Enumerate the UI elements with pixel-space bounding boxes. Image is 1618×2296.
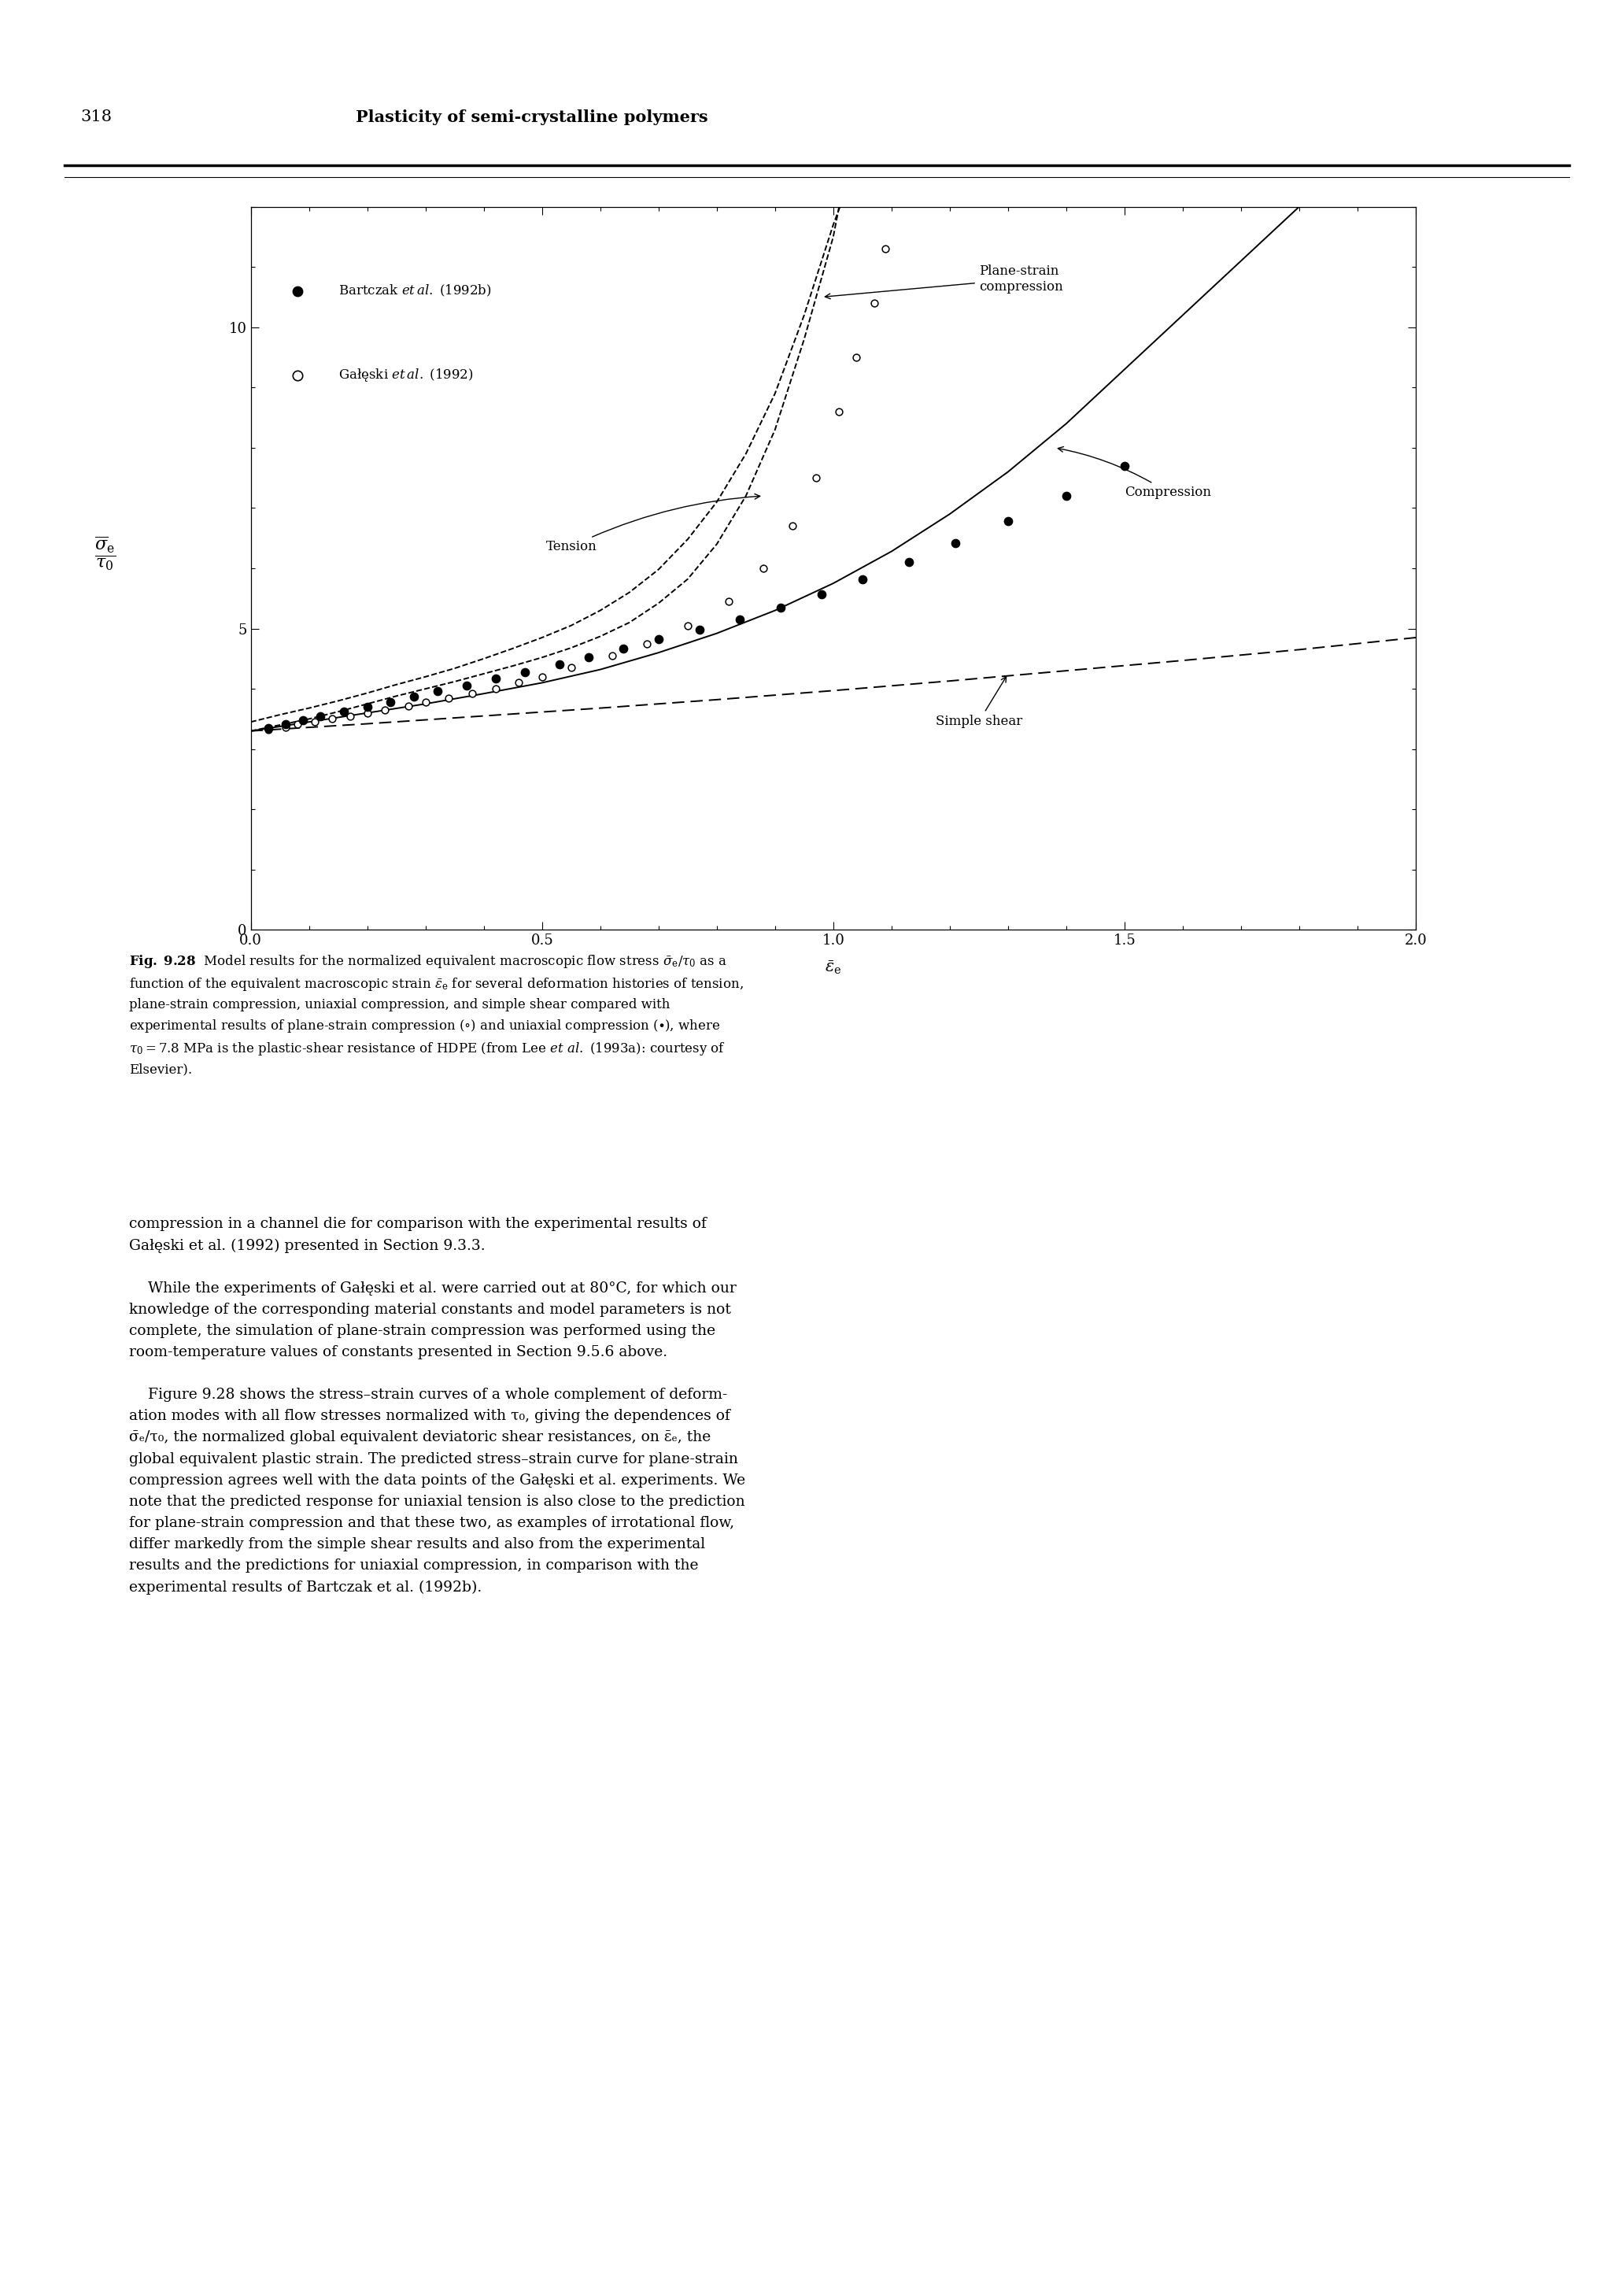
Point	[896, 544, 922, 581]
Point	[482, 670, 508, 707]
Point	[290, 703, 316, 739]
Point	[372, 691, 398, 728]
Point	[354, 689, 380, 726]
Point	[273, 709, 299, 746]
Point	[809, 576, 835, 613]
Point	[511, 654, 537, 691]
Point	[1053, 478, 1079, 514]
Point	[610, 629, 636, 666]
Point	[529, 659, 555, 696]
Point	[482, 661, 508, 698]
Point	[285, 273, 311, 310]
Point	[332, 693, 358, 730]
Point	[686, 611, 712, 647]
Point	[675, 606, 701, 643]
Point	[872, 230, 898, 266]
Point	[780, 507, 806, 544]
Text: compression in a channel die for comparison with the experimental results of
Gał: compression in a channel die for compari…	[129, 1217, 746, 1593]
Point	[273, 705, 299, 742]
Text: Plane-strain
compression: Plane-strain compression	[825, 264, 1063, 298]
Point	[377, 684, 403, 721]
Point	[506, 664, 532, 700]
Point	[843, 340, 869, 377]
Text: $\dfrac{\overline{\sigma}_{\rm e}}{\tau_0}$: $\dfrac{\overline{\sigma}_{\rm e}}{\tau_…	[94, 535, 116, 572]
Point	[285, 705, 311, 742]
Point	[319, 700, 345, 737]
X-axis label: $\bar{\varepsilon}_{\rm e}$: $\bar{\varepsilon}_{\rm e}$	[825, 960, 841, 976]
Point	[861, 285, 887, 321]
Point	[1112, 448, 1137, 484]
Point	[726, 602, 752, 638]
Point	[558, 650, 584, 687]
Point	[576, 638, 602, 675]
Point	[453, 666, 479, 703]
Point	[646, 620, 671, 657]
Text: $\mathbf{Fig.\ 9.28}$  Model results for the normalized equivalent macroscopic f: $\mathbf{Fig.\ 9.28}$ Model results for …	[129, 953, 744, 1077]
Point	[460, 675, 485, 712]
Point	[285, 356, 311, 395]
Point	[337, 698, 362, 735]
Point	[307, 698, 333, 735]
Point	[769, 590, 794, 627]
Text: 318: 318	[81, 110, 112, 124]
Point	[599, 638, 625, 675]
Text: Bartczak $et\,al.$ (1992b): Bartczak $et\,al.$ (1992b)	[338, 282, 492, 298]
Text: Gałęski $et\,al.$ (1992): Gałęski $et\,al.$ (1992)	[338, 367, 472, 383]
Point	[715, 583, 741, 620]
Point	[395, 687, 421, 723]
Point	[547, 647, 573, 684]
Text: Compression: Compression	[1058, 448, 1212, 498]
Text: Plasticity of semi-crystalline polymers: Plasticity of semi-crystalline polymers	[356, 110, 709, 124]
Point	[435, 680, 461, 716]
Point	[849, 560, 875, 597]
Point	[401, 677, 427, 714]
Text: Tension: Tension	[545, 494, 760, 553]
Point	[256, 712, 282, 748]
Point	[424, 673, 450, 709]
Point	[943, 523, 969, 560]
Point	[827, 393, 853, 429]
Point	[634, 625, 660, 661]
Point	[751, 549, 777, 585]
Point	[995, 503, 1021, 540]
Point	[303, 703, 328, 739]
Point	[803, 459, 828, 496]
Point	[413, 684, 438, 721]
Point	[256, 709, 282, 746]
Point	[354, 693, 380, 730]
Point	[885, 177, 911, 214]
Text: Simple shear: Simple shear	[935, 677, 1023, 728]
